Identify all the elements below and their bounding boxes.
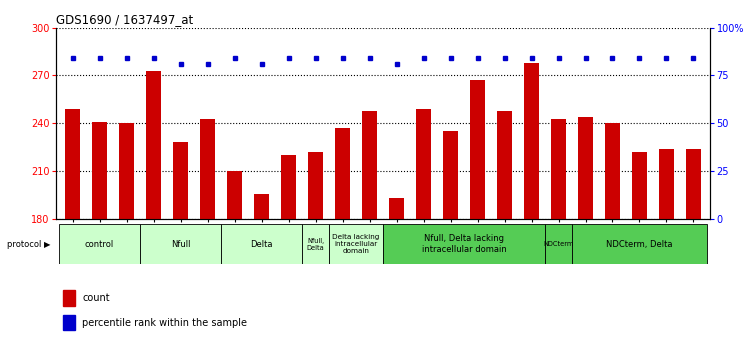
Bar bbox=[59, 224, 140, 264]
Bar bbox=[63, 315, 74, 331]
Bar bbox=[605, 123, 620, 345]
Text: Delta: Delta bbox=[250, 239, 273, 249]
Bar bbox=[221, 224, 302, 264]
Bar bbox=[140, 224, 221, 264]
Bar bbox=[92, 122, 107, 345]
Text: count: count bbox=[83, 293, 110, 303]
Bar bbox=[65, 109, 80, 345]
Bar bbox=[227, 171, 242, 345]
Bar bbox=[545, 224, 572, 264]
Bar bbox=[497, 110, 512, 345]
Text: protocol ▶: protocol ▶ bbox=[8, 239, 51, 249]
Bar bbox=[686, 149, 701, 345]
Bar bbox=[200, 119, 215, 345]
Text: NDCterm: NDCterm bbox=[543, 241, 574, 247]
Bar bbox=[254, 194, 269, 345]
Bar bbox=[63, 290, 74, 306]
Text: Nfull,
Delta: Nfull, Delta bbox=[306, 238, 324, 250]
Bar bbox=[146, 71, 161, 345]
Bar bbox=[329, 224, 383, 264]
Bar bbox=[281, 155, 296, 345]
Bar bbox=[416, 109, 431, 345]
Bar bbox=[362, 110, 377, 345]
Text: NDCterm, Delta: NDCterm, Delta bbox=[606, 239, 673, 249]
Bar bbox=[470, 80, 485, 345]
Bar bbox=[173, 142, 188, 345]
Bar bbox=[632, 152, 647, 345]
Text: Delta lacking
intracellular
domain: Delta lacking intracellular domain bbox=[333, 234, 380, 254]
Bar bbox=[443, 131, 458, 345]
Text: Nfull: Nfull bbox=[170, 239, 190, 249]
Bar bbox=[389, 198, 404, 345]
Bar bbox=[335, 128, 350, 345]
Bar bbox=[572, 224, 707, 264]
Bar bbox=[302, 224, 329, 264]
Text: percentile rank within the sample: percentile rank within the sample bbox=[83, 318, 248, 328]
Bar bbox=[524, 63, 539, 345]
Bar bbox=[659, 149, 674, 345]
Bar bbox=[551, 119, 566, 345]
Text: GDS1690 / 1637497_at: GDS1690 / 1637497_at bbox=[56, 13, 194, 27]
Bar bbox=[308, 152, 323, 345]
Text: control: control bbox=[85, 239, 114, 249]
Bar bbox=[383, 224, 545, 264]
Text: Nfull, Delta lacking
intracellular domain: Nfull, Delta lacking intracellular domai… bbox=[421, 234, 506, 254]
Bar bbox=[119, 123, 134, 345]
Bar bbox=[578, 117, 593, 345]
